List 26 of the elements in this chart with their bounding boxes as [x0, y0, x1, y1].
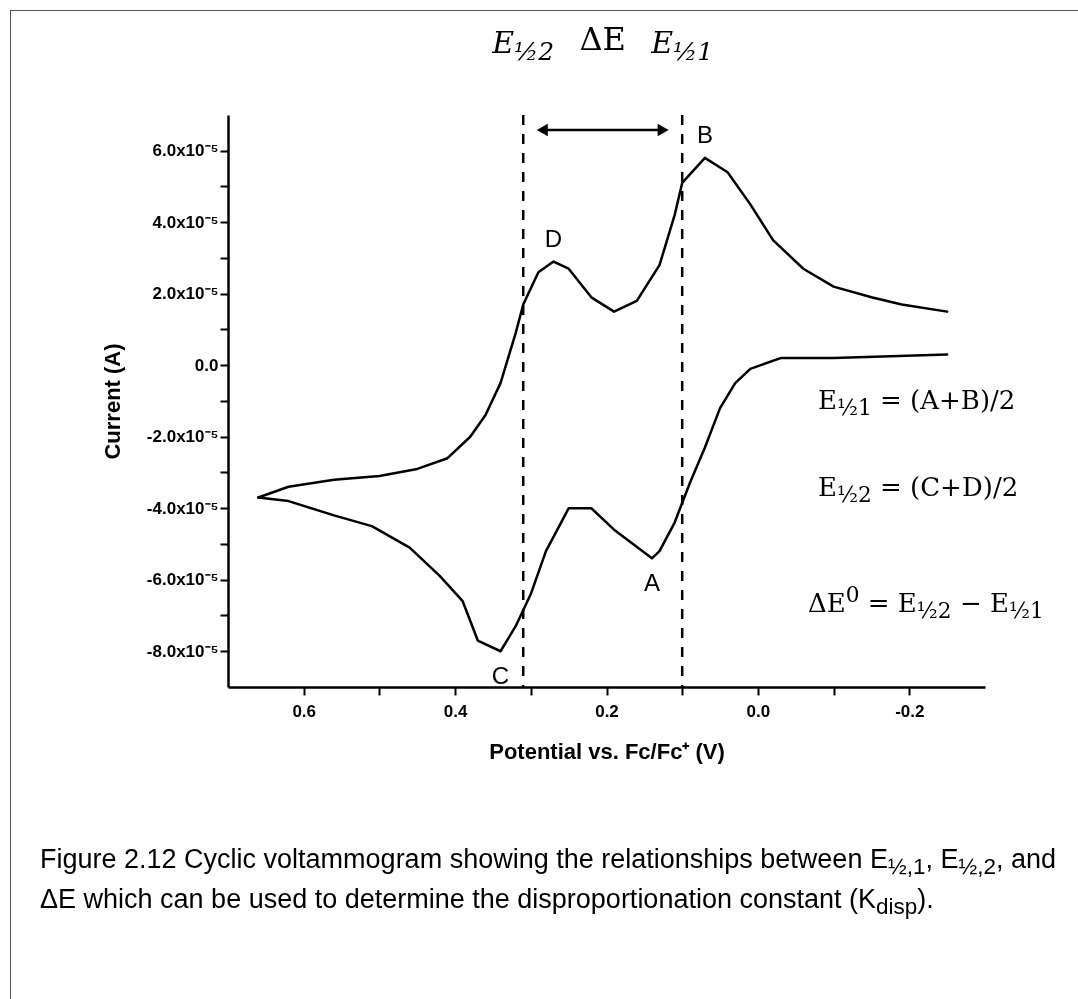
- y-tick-label: -8.0x10⁻⁵: [146, 641, 219, 661]
- x-axis-title: Potential vs. Fc/Fc⁺ (V): [489, 738, 725, 764]
- annotation: C: [491, 662, 510, 690]
- ref-line-label: E$_{½1}$: [651, 25, 714, 66]
- annotation: E$_{½1}$ = (A+B)/2: [818, 385, 1016, 421]
- annotation: A: [643, 569, 660, 597]
- annotation: D: [544, 224, 563, 252]
- x-tick-label: 0.2: [595, 701, 619, 721]
- y-tick-label: -6.0x10⁻⁵: [146, 570, 219, 590]
- text: ΔE: [579, 20, 626, 58]
- y-tick-label: 2.0x10⁻⁵: [152, 284, 219, 304]
- y-tick-label: -4.0x10⁻⁵: [146, 498, 219, 518]
- y-tick-label: -2.0x10⁻⁵: [146, 427, 219, 447]
- text: Figure 2.12 Cyclic voltammogram showing the relationships between E$_{½,1}$, E$_{½,2}$, and ΔE which can be used to determine the disproportionation constant (K$_{disp}$).: [40, 844, 1057, 920]
- x-tick-label: 0.6: [292, 701, 317, 721]
- x-tick-label: 0.0: [746, 701, 771, 721]
- x-tick-label: -0.2: [895, 701, 925, 721]
- y-tick-label: 0.0: [194, 355, 219, 375]
- y-tick-label: 6.0x10⁻⁵: [152, 141, 219, 161]
- annotation: E$_{½2}$ = (C+D)/2: [818, 472, 1019, 508]
- annotation: ΔE$^{0}$ = E$_{½2}$ − E$_{½1}$: [808, 582, 1044, 623]
- y-axis-title: Current (A): [99, 343, 125, 460]
- annotation: B: [696, 120, 713, 148]
- ref-line-label: E$_{½2}$: [492, 25, 555, 66]
- y-tick-label: 4.0x10⁻⁵: [152, 212, 219, 232]
- x-tick-label: 0.4: [443, 701, 468, 721]
